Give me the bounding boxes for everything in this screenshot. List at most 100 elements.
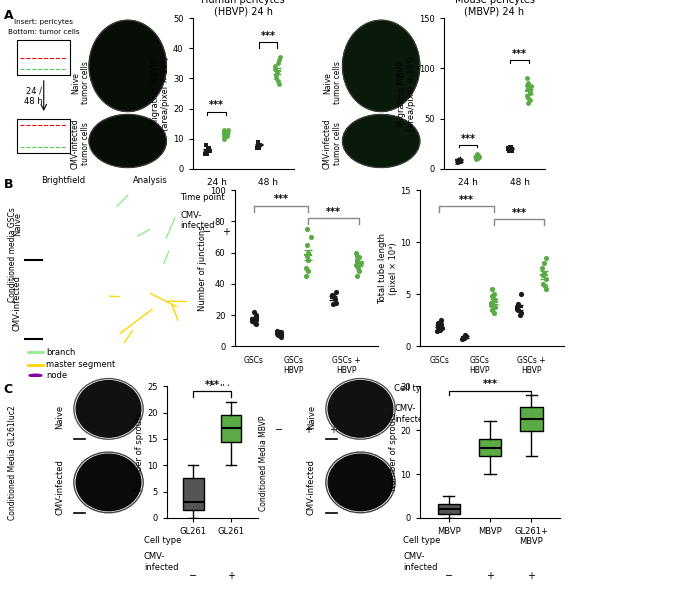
Point bbox=[223, 124, 234, 134]
Point bbox=[522, 94, 533, 104]
FancyBboxPatch shape bbox=[17, 118, 70, 153]
Point bbox=[270, 61, 281, 71]
PathPatch shape bbox=[520, 407, 542, 431]
Point bbox=[219, 131, 230, 140]
Text: Time point: Time point bbox=[432, 192, 476, 202]
Point bbox=[352, 271, 363, 281]
Point bbox=[300, 264, 311, 273]
Text: Analysis: Analysis bbox=[133, 177, 168, 185]
Text: CMV-
infected: CMV- infected bbox=[432, 211, 466, 230]
Point bbox=[273, 327, 284, 337]
Point bbox=[458, 333, 470, 343]
Text: ***: *** bbox=[326, 207, 341, 216]
Point bbox=[330, 287, 342, 297]
Text: +: + bbox=[222, 227, 230, 237]
Point bbox=[301, 240, 312, 249]
Circle shape bbox=[328, 381, 393, 437]
Text: B: B bbox=[4, 178, 13, 191]
Point bbox=[300, 271, 312, 281]
FancyBboxPatch shape bbox=[17, 40, 70, 75]
Point bbox=[536, 264, 547, 273]
Point bbox=[248, 307, 260, 317]
Text: GSCs +
HBVP: GSCs + HBVP bbox=[517, 356, 546, 375]
Point bbox=[454, 153, 466, 162]
Text: ***: *** bbox=[461, 134, 475, 143]
Point bbox=[272, 329, 284, 339]
Circle shape bbox=[89, 115, 167, 167]
Point bbox=[251, 313, 262, 323]
Text: ***: *** bbox=[260, 31, 276, 41]
Point bbox=[203, 143, 214, 153]
Point bbox=[218, 128, 229, 137]
Text: 24 h: 24 h bbox=[458, 178, 478, 186]
Point bbox=[252, 143, 263, 153]
Text: Conditioned media GSCs: Conditioned media GSCs bbox=[8, 207, 18, 302]
Text: Conditioned Media MBVP: Conditioned Media MBVP bbox=[259, 415, 268, 511]
Point bbox=[270, 70, 281, 80]
Point bbox=[250, 312, 261, 322]
Point bbox=[522, 78, 533, 88]
Point bbox=[352, 264, 363, 273]
Point bbox=[470, 154, 481, 164]
Point bbox=[302, 256, 314, 265]
Point bbox=[218, 124, 230, 134]
Text: −: − bbox=[250, 424, 258, 435]
Text: branch: branch bbox=[46, 348, 76, 357]
Text: Cell type: Cell type bbox=[394, 384, 431, 393]
Text: CMV-
infected: CMV- infected bbox=[181, 211, 215, 230]
Text: CMV-infected: CMV-infected bbox=[307, 459, 316, 516]
Text: Time point: Time point bbox=[181, 192, 225, 202]
Circle shape bbox=[76, 381, 141, 437]
Point bbox=[351, 260, 362, 270]
Point bbox=[486, 291, 498, 301]
Point bbox=[355, 259, 366, 268]
Point bbox=[204, 146, 215, 156]
Text: +: + bbox=[274, 227, 281, 237]
Point bbox=[486, 305, 498, 315]
Point bbox=[486, 298, 497, 308]
Text: CMV-infected: CMV-infected bbox=[55, 459, 64, 516]
Point bbox=[512, 299, 524, 308]
Text: Bottom: tumor cells: Bottom: tumor cells bbox=[8, 29, 80, 36]
Text: GSCs: GSCs bbox=[430, 356, 449, 365]
Point bbox=[486, 300, 497, 310]
Text: −: − bbox=[506, 227, 514, 237]
Point bbox=[473, 153, 484, 162]
Point bbox=[516, 308, 527, 318]
Point bbox=[507, 145, 518, 154]
Point bbox=[488, 289, 499, 299]
Point bbox=[329, 295, 340, 305]
Point bbox=[473, 150, 484, 159]
Text: +: + bbox=[355, 424, 363, 435]
Text: +: + bbox=[540, 424, 548, 435]
Point bbox=[353, 253, 364, 262]
Point bbox=[511, 302, 522, 311]
Point bbox=[251, 315, 262, 325]
Point bbox=[472, 151, 483, 161]
Text: Naive: Naive bbox=[55, 405, 64, 429]
Point bbox=[452, 154, 463, 164]
Text: +: + bbox=[525, 227, 533, 237]
Text: 24 h: 24 h bbox=[206, 178, 227, 186]
Point bbox=[436, 322, 447, 332]
Text: 24 /: 24 / bbox=[26, 86, 42, 96]
Text: CMV-
infected: CMV- infected bbox=[144, 552, 178, 572]
Point bbox=[540, 273, 552, 283]
Point bbox=[455, 154, 466, 164]
Text: +: + bbox=[515, 424, 523, 435]
Text: C: C bbox=[4, 383, 13, 396]
Point bbox=[503, 146, 514, 156]
Point bbox=[507, 143, 518, 153]
Point bbox=[435, 325, 446, 335]
Point bbox=[352, 256, 363, 265]
Point bbox=[524, 86, 536, 96]
Text: A: A bbox=[4, 9, 13, 22]
Text: CMV-
infected: CMV- infected bbox=[209, 404, 243, 424]
Point bbox=[514, 310, 526, 320]
Point bbox=[351, 251, 363, 261]
PathPatch shape bbox=[438, 504, 460, 514]
Point bbox=[254, 140, 265, 150]
Point bbox=[276, 332, 287, 342]
Y-axis label: Number of sprouts: Number of sprouts bbox=[135, 413, 144, 492]
Point bbox=[305, 232, 316, 242]
